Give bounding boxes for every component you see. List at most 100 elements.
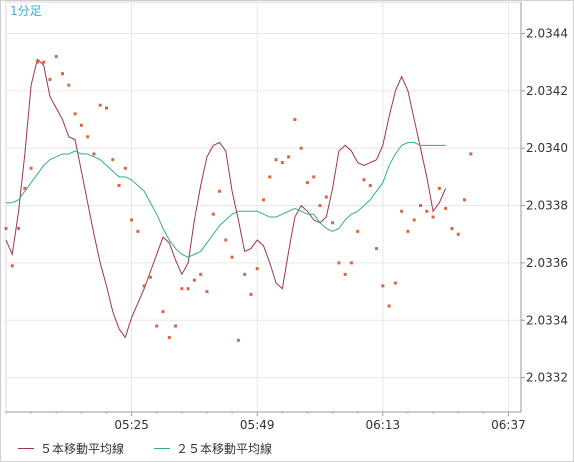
- y-tick-label: 2.0332: [526, 371, 568, 385]
- legend-swatch-ma25: [154, 448, 170, 449]
- price-point: [236, 338, 240, 342]
- price-point: [287, 155, 291, 159]
- price-point: [54, 54, 58, 58]
- price-point: [148, 275, 152, 279]
- price-point: [35, 60, 39, 64]
- price-point: [249, 292, 253, 296]
- price-point: [199, 272, 203, 276]
- price-point: [419, 204, 423, 208]
- price-point: [23, 186, 27, 190]
- price-point: [343, 272, 347, 276]
- x-tick-label: 05:49: [240, 418, 275, 432]
- price-point: [400, 209, 404, 213]
- price-point: [262, 198, 265, 202]
- price-point: [331, 221, 335, 225]
- price-point: [123, 166, 127, 170]
- price-point: [48, 77, 52, 81]
- price-point: [293, 118, 297, 122]
- price-point: [130, 218, 134, 222]
- price-point: [211, 212, 215, 216]
- price-point: [425, 209, 429, 213]
- y-tick-label: 2.0342: [526, 84, 568, 98]
- price-point: [362, 178, 366, 182]
- price-point: [324, 195, 328, 199]
- y-tick-label: 2.0344: [526, 27, 568, 41]
- price-point: [255, 267, 259, 271]
- price-point: [437, 186, 441, 190]
- price-point: [387, 304, 391, 308]
- price-point: [136, 229, 140, 233]
- price-point: [318, 204, 322, 208]
- price-point: [381, 284, 385, 288]
- price-point: [280, 161, 284, 165]
- price-point: [375, 247, 379, 251]
- price-point: [92, 152, 96, 156]
- price-point: [67, 83, 71, 87]
- price-point: [205, 290, 209, 294]
- price-point: [312, 175, 316, 179]
- price-point: [180, 287, 184, 291]
- ma25-line: [6, 141, 446, 258]
- price-point: [450, 227, 454, 230]
- price-point: [274, 158, 278, 162]
- x-tick-label: 06:13: [366, 418, 401, 432]
- price-point: [142, 284, 146, 288]
- price-point: [299, 146, 303, 150]
- price-point: [305, 181, 309, 185]
- price-point: [268, 175, 272, 179]
- price-point: [111, 158, 115, 162]
- price-point: [29, 166, 33, 170]
- price-point: [161, 310, 165, 314]
- price-point: [104, 106, 108, 110]
- price-point: [79, 123, 83, 127]
- price-point: [230, 255, 234, 259]
- price-point: [186, 287, 190, 291]
- timeframe-label: 1分足: [10, 4, 42, 18]
- price-point: [412, 218, 416, 222]
- price-point: [174, 324, 178, 328]
- price-point: [167, 335, 171, 339]
- x-tick-label: 05:25: [114, 418, 149, 432]
- x-tick-label: 06:37: [491, 418, 526, 432]
- price-point: [444, 206, 448, 210]
- y-tick-label: 2.0336: [526, 256, 568, 270]
- legend-label-ma25: ２５本移動平均線: [176, 442, 273, 456]
- legend-label-ma5: ５本移動平均線: [40, 442, 125, 456]
- price-point: [406, 229, 410, 233]
- price-point: [462, 198, 466, 202]
- price-point: [431, 215, 435, 219]
- legend-item-ma5: ５本移動平均線: [18, 440, 124, 457]
- price-point: [349, 261, 353, 265]
- y-tick-label: 2.0334: [526, 313, 568, 327]
- price-point: [117, 184, 121, 187]
- y-tick-label: 2.0340: [526, 141, 568, 155]
- price-point: [10, 264, 14, 268]
- price-point: [224, 238, 228, 242]
- legend-swatch-ma5: [18, 448, 34, 449]
- price-point: [73, 112, 77, 116]
- y-tick-label: 2.0338: [526, 199, 568, 213]
- plot-area-frame: [5, 1, 522, 413]
- price-point: [243, 272, 247, 276]
- price-point: [218, 189, 222, 193]
- price-point: [98, 103, 102, 107]
- legend-item-ma25: ２５本移動平均線: [154, 440, 272, 457]
- price-point: [17, 227, 21, 230]
- price-point: [61, 72, 65, 76]
- price-point: [42, 60, 46, 64]
- ma5-line: [5, 58, 447, 339]
- price-point: [469, 152, 473, 156]
- price-point: [356, 229, 360, 233]
- price-point: [337, 261, 341, 265]
- price-point: [368, 184, 372, 187]
- price-point: [86, 135, 90, 139]
- price-point: [192, 278, 196, 282]
- legend: ５本移動平均線 ２５本移動平均線: [0, 432, 574, 462]
- price-point: [456, 232, 460, 236]
- price-point: [4, 227, 8, 230]
- price-point: [393, 281, 397, 285]
- price-point: [155, 324, 159, 328]
